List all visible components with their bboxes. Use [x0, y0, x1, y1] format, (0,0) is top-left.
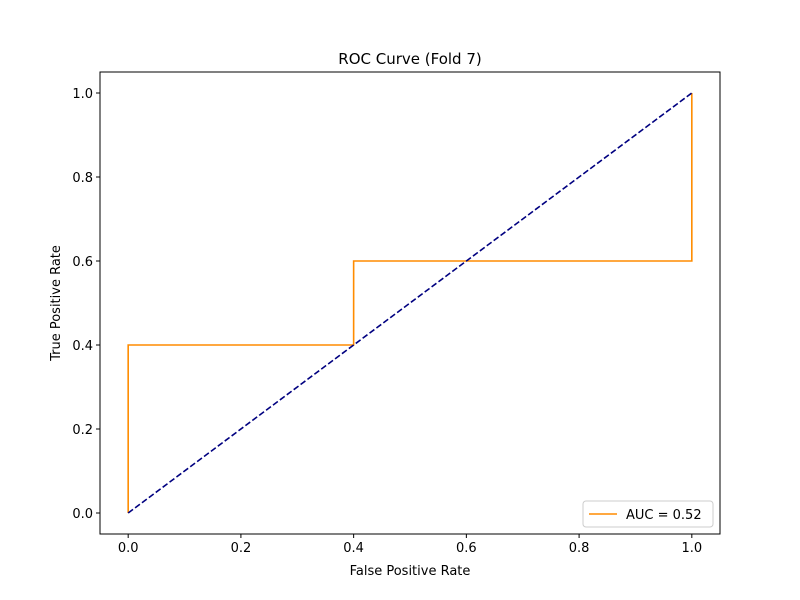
x-tick-label: 0.0 — [118, 541, 139, 556]
y-tick-label: 0.8 — [72, 171, 93, 186]
legend-box — [582, 500, 714, 528]
chart-title: ROC Curve (Fold 7) — [338, 50, 481, 68]
x-tick-label: 0.2 — [231, 541, 252, 556]
y-tick-label: 1.0 — [72, 87, 93, 102]
legend-label: AUC = 0.52 — [626, 508, 702, 523]
y-tick-label: 0.0 — [72, 507, 93, 522]
y-tick-label: 0.4 — [72, 339, 93, 354]
x-tick-label: 0.8 — [569, 541, 590, 556]
x-tick-label: 0.6 — [456, 541, 477, 556]
y-axis-label: True Positive Rate — [49, 245, 64, 362]
roc-curve-line — [127, 93, 693, 513]
plot-area: 0.0 0.2 0.4 0.6 0.8 1.0 0.0 0.2 0.4 0.6 0.8 1.0 AUC … — [72, 71, 721, 556]
chance-diagonal-line — [127, 92, 693, 514]
x-tick-label: 0.4 — [343, 541, 364, 556]
axes-frame — [99, 71, 721, 535]
x-axis-label: False Positive Rate — [350, 564, 471, 579]
y-tick-label: 0.2 — [72, 423, 93, 438]
x-tick-label: 1.0 — [681, 541, 702, 556]
y-tick-label: 0.6 — [72, 255, 93, 270]
